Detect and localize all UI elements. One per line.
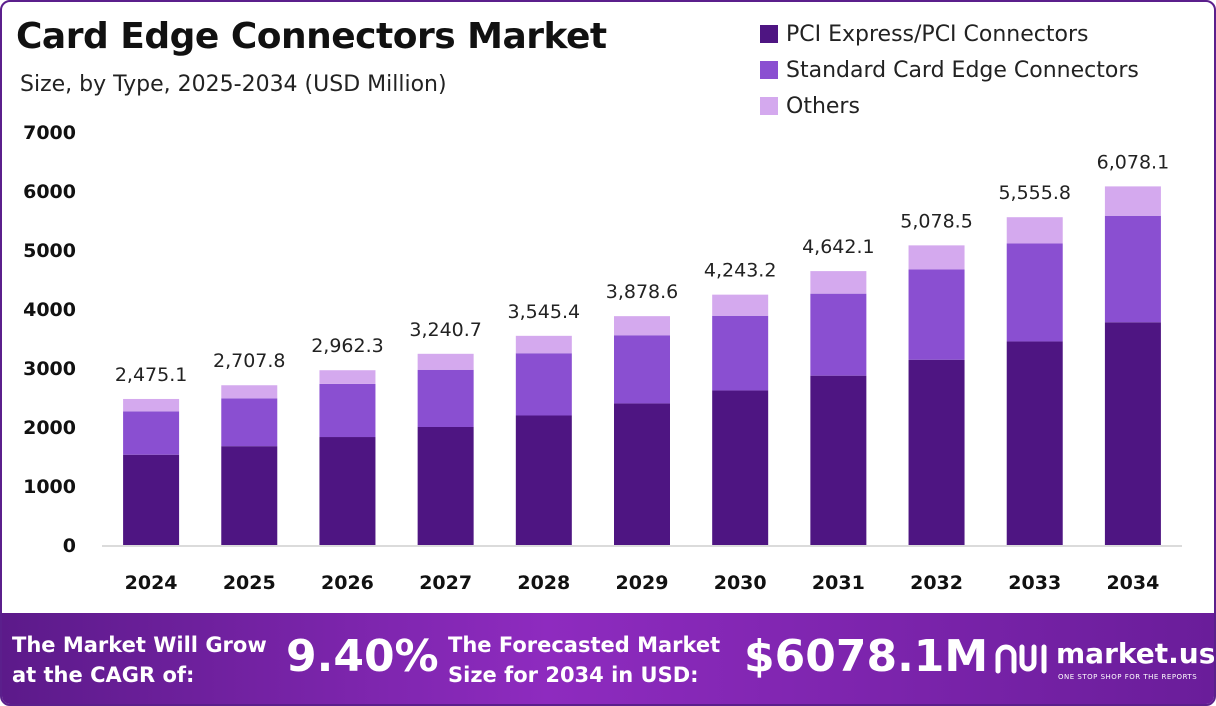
chart-legend: PCI Express/PCI Connectors Standard Card… xyxy=(760,16,1139,124)
bar-segment xyxy=(908,359,965,545)
legend-label-standard: Standard Card Edge Connectors xyxy=(786,57,1139,83)
bar-segment xyxy=(319,370,376,384)
bar-segment xyxy=(810,375,867,545)
y-tick-label: 3000 xyxy=(23,358,76,380)
y-tick-label: 4000 xyxy=(23,299,76,321)
x-tick-label: 2025 xyxy=(223,572,276,594)
x-tick-label: 2026 xyxy=(321,572,374,594)
data-label: 3,878.6 xyxy=(606,281,679,303)
bar-segment xyxy=(319,383,376,438)
data-label: 4,642.1 xyxy=(802,236,875,258)
bar-segment xyxy=(1006,341,1063,545)
bar-segment xyxy=(614,335,670,404)
bar-segment xyxy=(221,446,278,545)
data-label: 3,545.4 xyxy=(508,301,581,323)
forecast-value: $6078.1M xyxy=(744,631,989,682)
legend-item-others: Others xyxy=(760,88,1139,124)
data-label: 2,962.3 xyxy=(311,335,384,357)
bar-segment xyxy=(1104,215,1161,323)
cagr-caption-line2: at the CAGR of: xyxy=(12,663,195,687)
bar-segment xyxy=(221,385,278,399)
brand-tagline: ONE STOP SHOP FOR THE REPORTS xyxy=(1058,673,1198,681)
footer-banner: The Market Will Grow at the CAGR of: 9.4… xyxy=(2,613,1214,704)
x-tick-label: 2031 xyxy=(812,572,865,594)
bar-segment xyxy=(712,294,769,316)
bar-segment xyxy=(515,415,572,545)
y-tick-label: 6000 xyxy=(23,181,76,203)
bar-segment xyxy=(614,403,670,545)
brand-name: market.us xyxy=(1056,637,1216,670)
bar-segment xyxy=(417,369,474,427)
legend-item-standard: Standard Card Edge Connectors xyxy=(760,52,1139,88)
y-tick-label: 0 xyxy=(63,535,76,557)
legend-label-others: Others xyxy=(786,93,860,119)
x-tick-label: 2033 xyxy=(1008,572,1061,594)
legend-swatch-pci xyxy=(760,25,778,43)
bar-segment xyxy=(712,390,769,545)
bar-segment xyxy=(810,271,867,294)
cagr-value: 9.40% xyxy=(286,631,439,682)
x-tick-label: 2034 xyxy=(1106,572,1159,594)
brand-logo-icon xyxy=(995,644,1047,674)
x-tick-label: 2030 xyxy=(714,572,767,594)
bar-segment xyxy=(417,353,474,370)
legend-swatch-others xyxy=(760,97,778,115)
bar-segment xyxy=(1006,243,1063,342)
x-tick-label: 2032 xyxy=(910,572,963,594)
bar-segment xyxy=(123,454,180,545)
bar-segment xyxy=(221,398,278,447)
bar-segment xyxy=(810,293,867,376)
forecast-caption-line1: The Forecasted Market xyxy=(448,633,721,657)
bar-segment xyxy=(123,411,180,455)
bar-segment xyxy=(515,353,572,416)
bar-segment xyxy=(417,427,474,545)
data-label: 2,475.1 xyxy=(115,364,188,386)
legend-item-pci: PCI Express/PCI Connectors xyxy=(760,16,1139,52)
x-tick-label: 2024 xyxy=(125,572,178,594)
cagr-caption: The Market Will Grow at the CAGR of: xyxy=(12,630,267,690)
bar-segment xyxy=(712,315,769,391)
y-tick-label: 2000 xyxy=(23,417,76,439)
chart-subtitle: Size, by Type, 2025-2034 (USD Million) xyxy=(20,72,447,97)
bar-segment xyxy=(1006,217,1063,244)
bar-segment xyxy=(614,316,670,336)
cagr-caption-line1: The Market Will Grow xyxy=(12,633,267,657)
legend-label-pci: PCI Express/PCI Connectors xyxy=(786,21,1089,47)
legend-swatch-standard xyxy=(760,61,778,79)
bar-segment xyxy=(123,398,180,412)
bar-chart: 0 1000 2000 3000 4000 5000 6000 7000 2,475.1 2024… xyxy=(23,122,1182,594)
forecast-caption: The Forecasted Market Size for 2034 in U… xyxy=(448,630,720,690)
data-label: 6,078.1 xyxy=(1097,151,1170,173)
data-label: 3,240.7 xyxy=(409,319,482,341)
x-tick-label: 2027 xyxy=(419,572,472,594)
x-tick-label: 2028 xyxy=(517,572,570,594)
data-label: 4,243.2 xyxy=(704,260,777,282)
bar-segment xyxy=(515,335,572,354)
data-label: 2,707.8 xyxy=(213,350,286,372)
x-tick-label: 2029 xyxy=(616,572,669,594)
bar-segment xyxy=(1104,322,1161,545)
bar-segment xyxy=(908,245,965,270)
y-tick-label: 5000 xyxy=(23,240,76,262)
data-label: 5,078.5 xyxy=(900,210,973,232)
bar-segment xyxy=(319,437,376,545)
y-tick-label: 1000 xyxy=(23,476,76,498)
data-label: 5,555.8 xyxy=(998,182,1071,204)
y-tick-label: 7000 xyxy=(23,122,76,144)
bar-segment xyxy=(1104,186,1161,216)
forecast-caption-line2: Size for 2034 in USD: xyxy=(448,663,699,687)
bar-segment xyxy=(908,269,965,360)
chart-title: Card Edge Connectors Market xyxy=(16,16,607,57)
